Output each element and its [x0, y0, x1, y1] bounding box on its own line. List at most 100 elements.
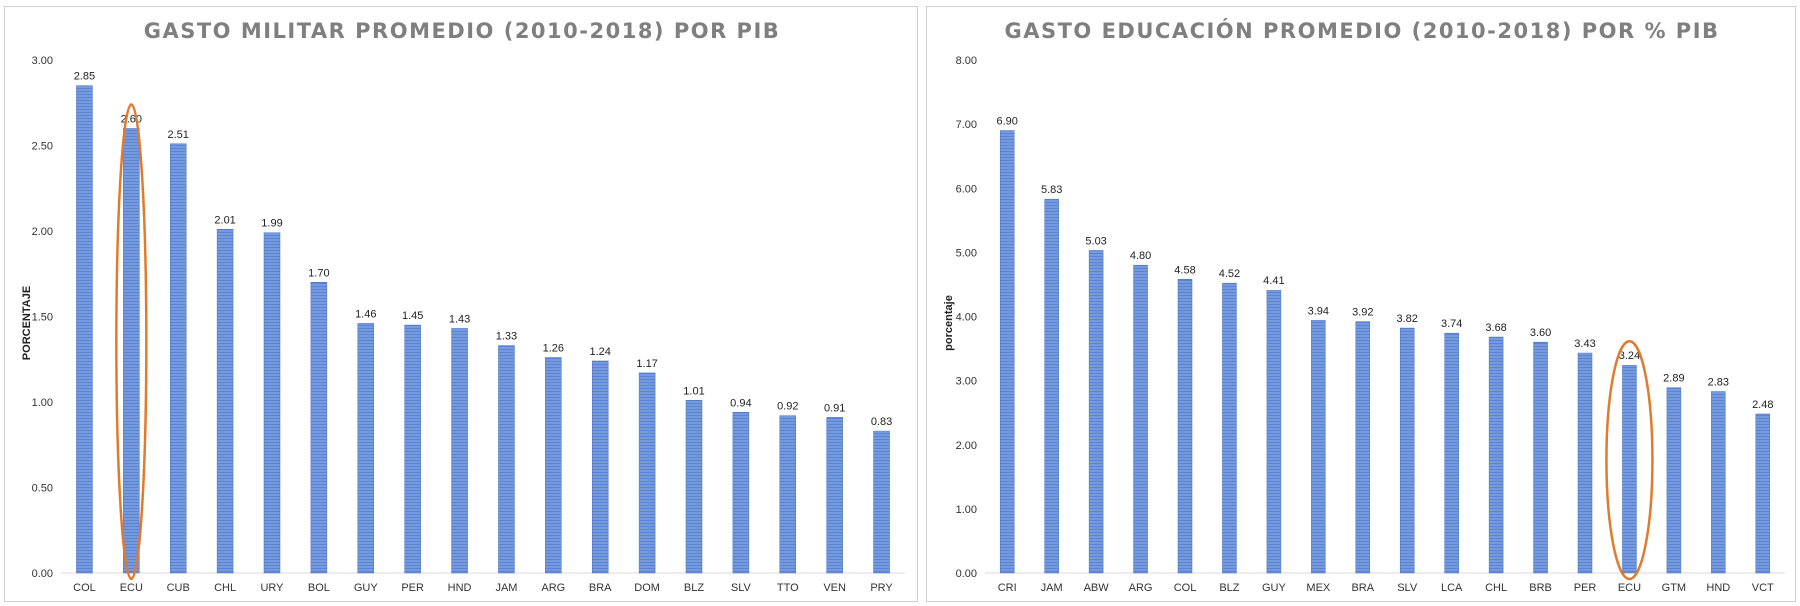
data-label: 5.83: [1041, 184, 1062, 196]
category-label: GUY: [354, 582, 379, 594]
data-label: 3.68: [1485, 322, 1506, 334]
data-label: 0.94: [730, 397, 751, 409]
bar-vct: [1755, 413, 1771, 574]
bar-tto: [779, 415, 797, 574]
y-axis-label: PORCENTAJE: [21, 286, 33, 360]
military-spending-chart-panel: GASTO MILITAR PROMEDIO (2010-2018) POR P…: [4, 6, 918, 602]
y-tick-label: 3.00: [32, 55, 53, 67]
category-label: CHL: [1485, 582, 1507, 594]
data-label: 1.99: [261, 218, 282, 230]
data-label: 0.92: [777, 401, 798, 413]
data-label: 1.43: [449, 313, 470, 325]
data-label: 2.83: [1708, 377, 1729, 389]
y-tick-label: 0.00: [956, 568, 977, 580]
y-tick-label: 7.00: [956, 119, 977, 131]
category-label: DOM: [634, 582, 660, 594]
bar-bra: [591, 360, 609, 574]
category-label: ECU: [120, 582, 143, 594]
category-label: BRA: [589, 582, 612, 594]
y-tick-label: 1.00: [32, 397, 53, 409]
bar-slv: [732, 412, 750, 574]
bar-ecu: [1622, 364, 1637, 574]
data-label: 1.24: [590, 346, 611, 358]
bar-guy: [1266, 289, 1282, 574]
data-label: 1.17: [636, 358, 657, 370]
bar-bol: [310, 282, 328, 574]
data-label: 2.51: [168, 129, 189, 141]
y-tick-label: 2.50: [32, 141, 53, 153]
education-spending-chart-panel: GASTO EDUCACIÓN PROMEDIO (2010-2018) POR…: [926, 6, 1796, 602]
bar-abw: [1088, 250, 1104, 574]
bar-cri: [999, 130, 1015, 574]
bar-hnd: [451, 328, 468, 574]
category-label: CUB: [167, 582, 190, 594]
data-label: 1.26: [543, 343, 564, 355]
bar-blz: [685, 400, 703, 574]
chart-title: GASTO MILITAR PROMEDIO (2010-2018) POR P…: [144, 19, 781, 43]
bar-pry: [873, 430, 890, 574]
category-label: HND: [1706, 582, 1730, 594]
bar-ecu: [123, 128, 140, 574]
data-label: 1.33: [496, 331, 517, 343]
y-tick-label: 0.00: [32, 568, 53, 580]
category-label: GUY: [1262, 582, 1287, 594]
bar-slv: [1399, 327, 1415, 574]
bar-lca: [1444, 332, 1459, 574]
y-tick-label: 3.00: [956, 376, 977, 388]
category-label: CRI: [998, 582, 1017, 594]
highlight-oval: [1605, 339, 1654, 581]
data-label: 2.48: [1752, 399, 1773, 411]
y-tick-label: 2.00: [956, 440, 977, 452]
category-label: JAM: [495, 582, 517, 594]
highlight-oval: [115, 103, 148, 581]
y-tick-label: 4.00: [956, 312, 977, 324]
category-label: HND: [448, 582, 472, 594]
y-tick-label: 1.50: [32, 312, 53, 324]
y-tick-label: 6.00: [956, 183, 977, 195]
category-label: BRA: [1351, 582, 1374, 594]
category-label: PRY: [870, 582, 893, 594]
bar-hnd: [1711, 391, 1726, 574]
bar-bra: [1355, 321, 1371, 574]
data-label: 3.94: [1308, 305, 1329, 317]
category-label: SLV: [1397, 582, 1418, 594]
data-label: 1.46: [355, 308, 376, 320]
category-label: GTM: [1662, 582, 1686, 594]
data-label: 4.80: [1130, 250, 1151, 262]
bar-jam: [1044, 198, 1059, 574]
bar-col: [76, 85, 93, 574]
data-label: 4.41: [1263, 275, 1284, 287]
data-label: 2.60: [121, 113, 142, 125]
data-label: 4.58: [1174, 264, 1195, 276]
bar-arg: [1133, 264, 1148, 574]
y-axis-label: porcentaje: [943, 295, 955, 351]
military-spending-chart: GASTO MILITAR PROMEDIO (2010-2018) POR P…: [21, 19, 905, 594]
bar-per: [1577, 352, 1593, 574]
category-label: VEN: [823, 582, 846, 594]
data-label: 6.90: [997, 116, 1018, 128]
bar-chl: [1488, 336, 1504, 574]
bar-dom: [638, 372, 656, 574]
category-label: ABW: [1084, 582, 1110, 594]
category-label: PER: [1574, 582, 1597, 594]
data-label: 2.01: [214, 214, 235, 226]
bar-ven: [826, 417, 843, 574]
category-label: ARG: [1129, 582, 1153, 594]
category-label: JAM: [1041, 582, 1063, 594]
bar-jam: [498, 345, 515, 574]
bar-chl: [216, 229, 234, 574]
category-label: BOL: [308, 582, 330, 594]
chart-title: GASTO EDUCACIÓN PROMEDIO (2010-2018) POR…: [1004, 18, 1719, 43]
data-label: 5.03: [1085, 235, 1106, 247]
category-label: ARG: [541, 582, 565, 594]
category-label: COL: [1174, 582, 1197, 594]
category-label: TTO: [777, 582, 799, 594]
y-tick-label: 5.00: [956, 247, 977, 259]
category-label: BLZ: [1219, 582, 1239, 594]
data-label: 3.43: [1574, 338, 1595, 350]
data-label: 4.52: [1219, 268, 1240, 280]
category-label: BRB: [1529, 582, 1552, 594]
education-spending-chart: GASTO EDUCACIÓN PROMEDIO (2010-2018) POR…: [943, 18, 1785, 594]
y-tick-label: 0.50: [32, 483, 53, 495]
y-tick-label: 8.00: [956, 55, 977, 67]
